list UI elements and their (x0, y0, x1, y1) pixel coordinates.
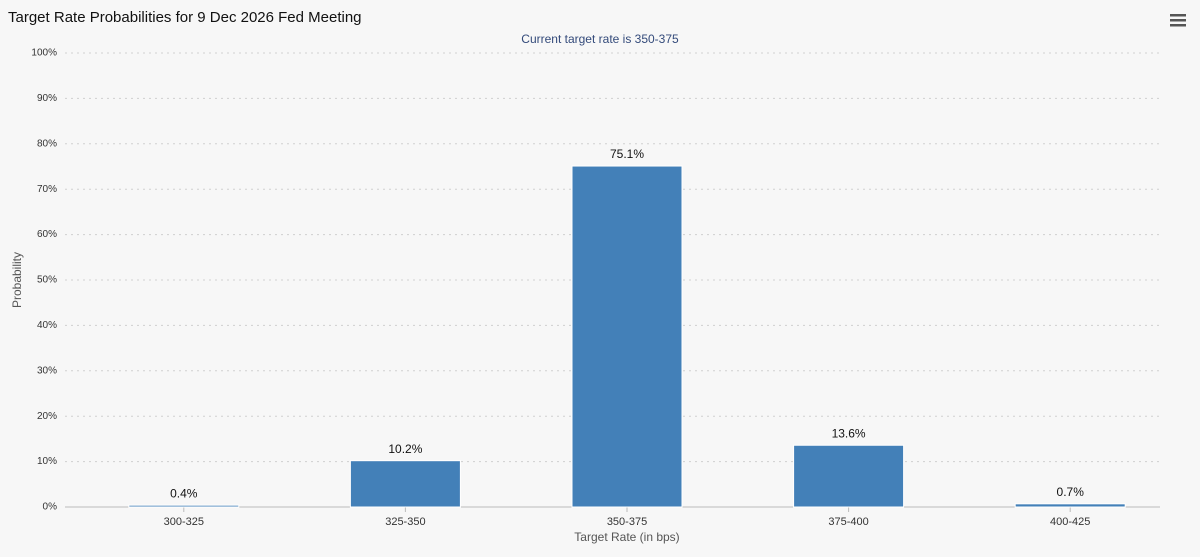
y-tick-label: 20% (37, 411, 57, 422)
data-label: 0.4% (170, 486, 198, 500)
menu-bar (1170, 24, 1186, 27)
bar (128, 504, 240, 508)
menu-button[interactable] (1170, 14, 1186, 27)
x-tick-label: 400-425 (1050, 516, 1090, 528)
chart-subtitle: Current target rate is 350-375 (521, 32, 679, 46)
bar (793, 444, 905, 508)
x-tick-label: 350-375 (607, 516, 647, 528)
y-tick-label: 10% (37, 456, 57, 467)
x-tick-label: 325-350 (385, 516, 425, 528)
y-tick-label: 100% (31, 48, 57, 59)
y-tick-label: 40% (37, 320, 57, 331)
chart-title: Target Rate Probabilities for 9 Dec 2026… (8, 9, 362, 26)
bar (571, 165, 683, 508)
bar (349, 460, 461, 508)
y-tick-label: 30% (37, 365, 57, 376)
data-label: 75.1% (610, 147, 644, 161)
data-label: 10.2% (388, 442, 422, 456)
menu-bar (1170, 19, 1186, 22)
y-tick-label: 50% (37, 275, 57, 286)
menu-bar (1170, 14, 1186, 17)
data-label: 0.7% (1057, 485, 1085, 499)
bar (1014, 503, 1126, 508)
y-axis-title: Probability (10, 252, 24, 308)
y-tick-label: 60% (37, 229, 57, 240)
x-tick-label: 375-400 (828, 516, 868, 528)
y-tick-label: 90% (37, 93, 57, 104)
data-label: 13.6% (832, 426, 866, 440)
y-tick-label: 70% (37, 184, 57, 195)
y-tick-label: 80% (37, 138, 57, 149)
x-tick-label: 300-325 (164, 516, 204, 528)
y-tick-label: 0% (43, 502, 58, 513)
x-axis-title: Target Rate (in bps) (574, 530, 679, 544)
